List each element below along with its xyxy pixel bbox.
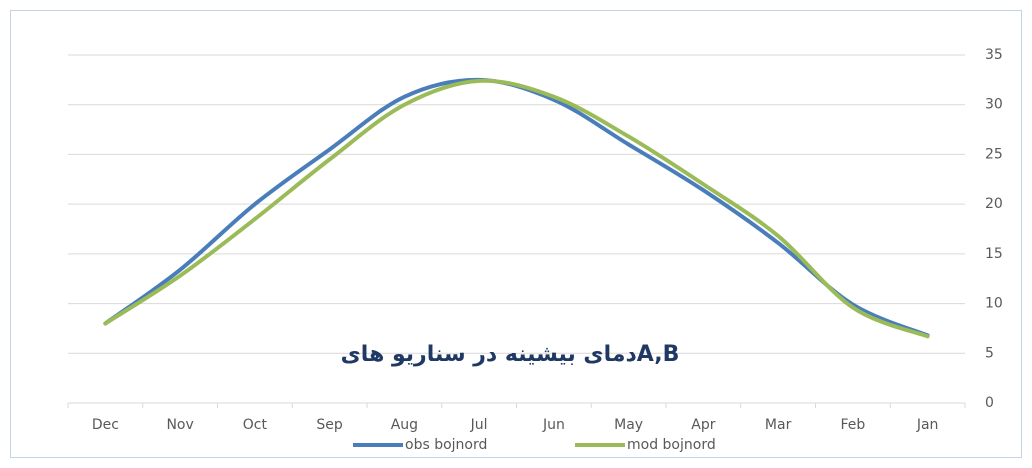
x-tick-label: Oct	[243, 417, 268, 433]
x-tick-label: Dec	[92, 417, 119, 433]
x-tick-label: Apr	[691, 417, 715, 433]
chart-border	[10, 10, 1022, 458]
y-tick-label: 20	[985, 196, 1003, 212]
y-tick-label: 35	[985, 47, 1003, 63]
y-tick-label: 30	[985, 97, 1003, 113]
x-tick-label: Aug	[391, 417, 418, 433]
x-tick-label: Sep	[316, 417, 343, 433]
x-tick-label: Jul	[470, 417, 488, 433]
x-tick-label: Feb	[840, 417, 865, 433]
x-tick-label: Mar	[765, 417, 792, 433]
y-tick-label: 15	[985, 246, 1003, 262]
x-tick-label: Jun	[542, 417, 565, 433]
x-tick-label: May	[614, 417, 643, 433]
y-tick-label: 0	[985, 395, 994, 411]
x-tick-label: Jan	[916, 417, 939, 433]
y-tick-label: 10	[985, 296, 1003, 312]
y-tick-label: 5	[985, 345, 994, 361]
line-series	[103, 78, 930, 339]
chart-title: دمای بیشینه در سناریو هایA,B	[341, 342, 680, 367]
x-tick-label: Nov	[166, 417, 193, 433]
legend-label: mod bojnord	[627, 437, 716, 453]
y-tick-label: 25	[985, 146, 1003, 162]
legend-label: obs bojnord	[405, 437, 487, 453]
